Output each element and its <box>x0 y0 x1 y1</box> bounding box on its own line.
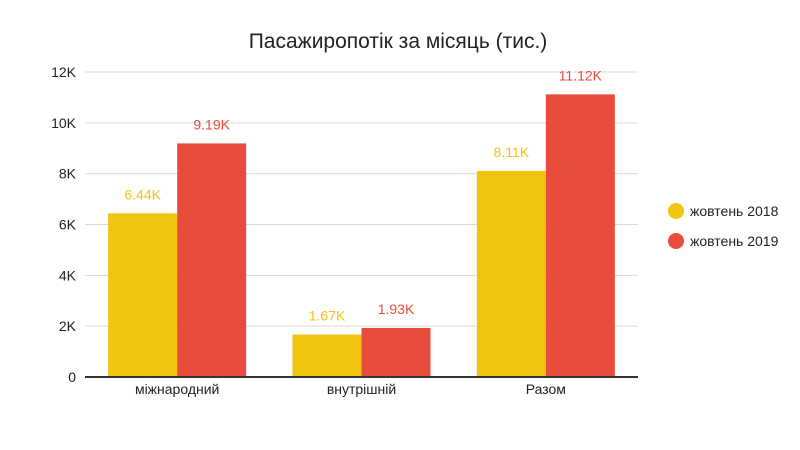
y-tick-label: 8K <box>59 166 77 182</box>
data-label: 9.19K <box>193 116 230 132</box>
data-label: 1.93K <box>378 301 415 317</box>
y-tick-label: 4K <box>59 267 77 283</box>
legend-label: жовтень 2018 <box>690 203 779 219</box>
legend-label: жовтень 2019 <box>690 233 779 249</box>
legend-swatch <box>668 203 684 219</box>
data-label: 8.11K <box>494 144 530 160</box>
chart-title: Пасажиропотік за місяць (тис.) <box>249 30 548 53</box>
y-tick-label: 12K <box>51 64 77 80</box>
bar[interactable] <box>361 327 431 377</box>
x-category-label: міжнародний <box>135 381 219 397</box>
data-label: 6.44K <box>124 186 161 202</box>
data-label: 1.67K <box>309 308 346 324</box>
y-tick-label: 2K <box>59 318 77 334</box>
bar[interactable] <box>177 143 247 377</box>
x-category-label: Разом <box>526 381 566 397</box>
bar[interactable] <box>108 213 178 377</box>
y-axis-ticks: 0 2K 4K 6K 8K 10K 12K <box>51 64 77 385</box>
x-axis-categories: міжнародний внутрішній Разом <box>135 381 566 397</box>
x-category-label: внутрішній <box>327 381 396 397</box>
legend[interactable]: жовтень 2018 жовтень 2019 <box>668 203 779 249</box>
bar[interactable] <box>476 170 546 377</box>
legend-item[interactable]: жовтень 2018 <box>668 203 779 219</box>
bars <box>108 94 615 377</box>
legend-swatch <box>668 233 684 249</box>
bar[interactable] <box>292 334 362 377</box>
y-tick-label: 6K <box>59 217 77 233</box>
y-tick-label: 0 <box>68 369 76 385</box>
y-tick-label: 10K <box>51 115 77 131</box>
data-label: 11.12K <box>559 67 603 83</box>
data-labels: 6.44K 9.19K 1.67K 1.93K 8.11K 11.12K <box>124 67 602 323</box>
bar[interactable] <box>545 94 615 377</box>
legend-item[interactable]: жовтень 2019 <box>668 233 779 249</box>
